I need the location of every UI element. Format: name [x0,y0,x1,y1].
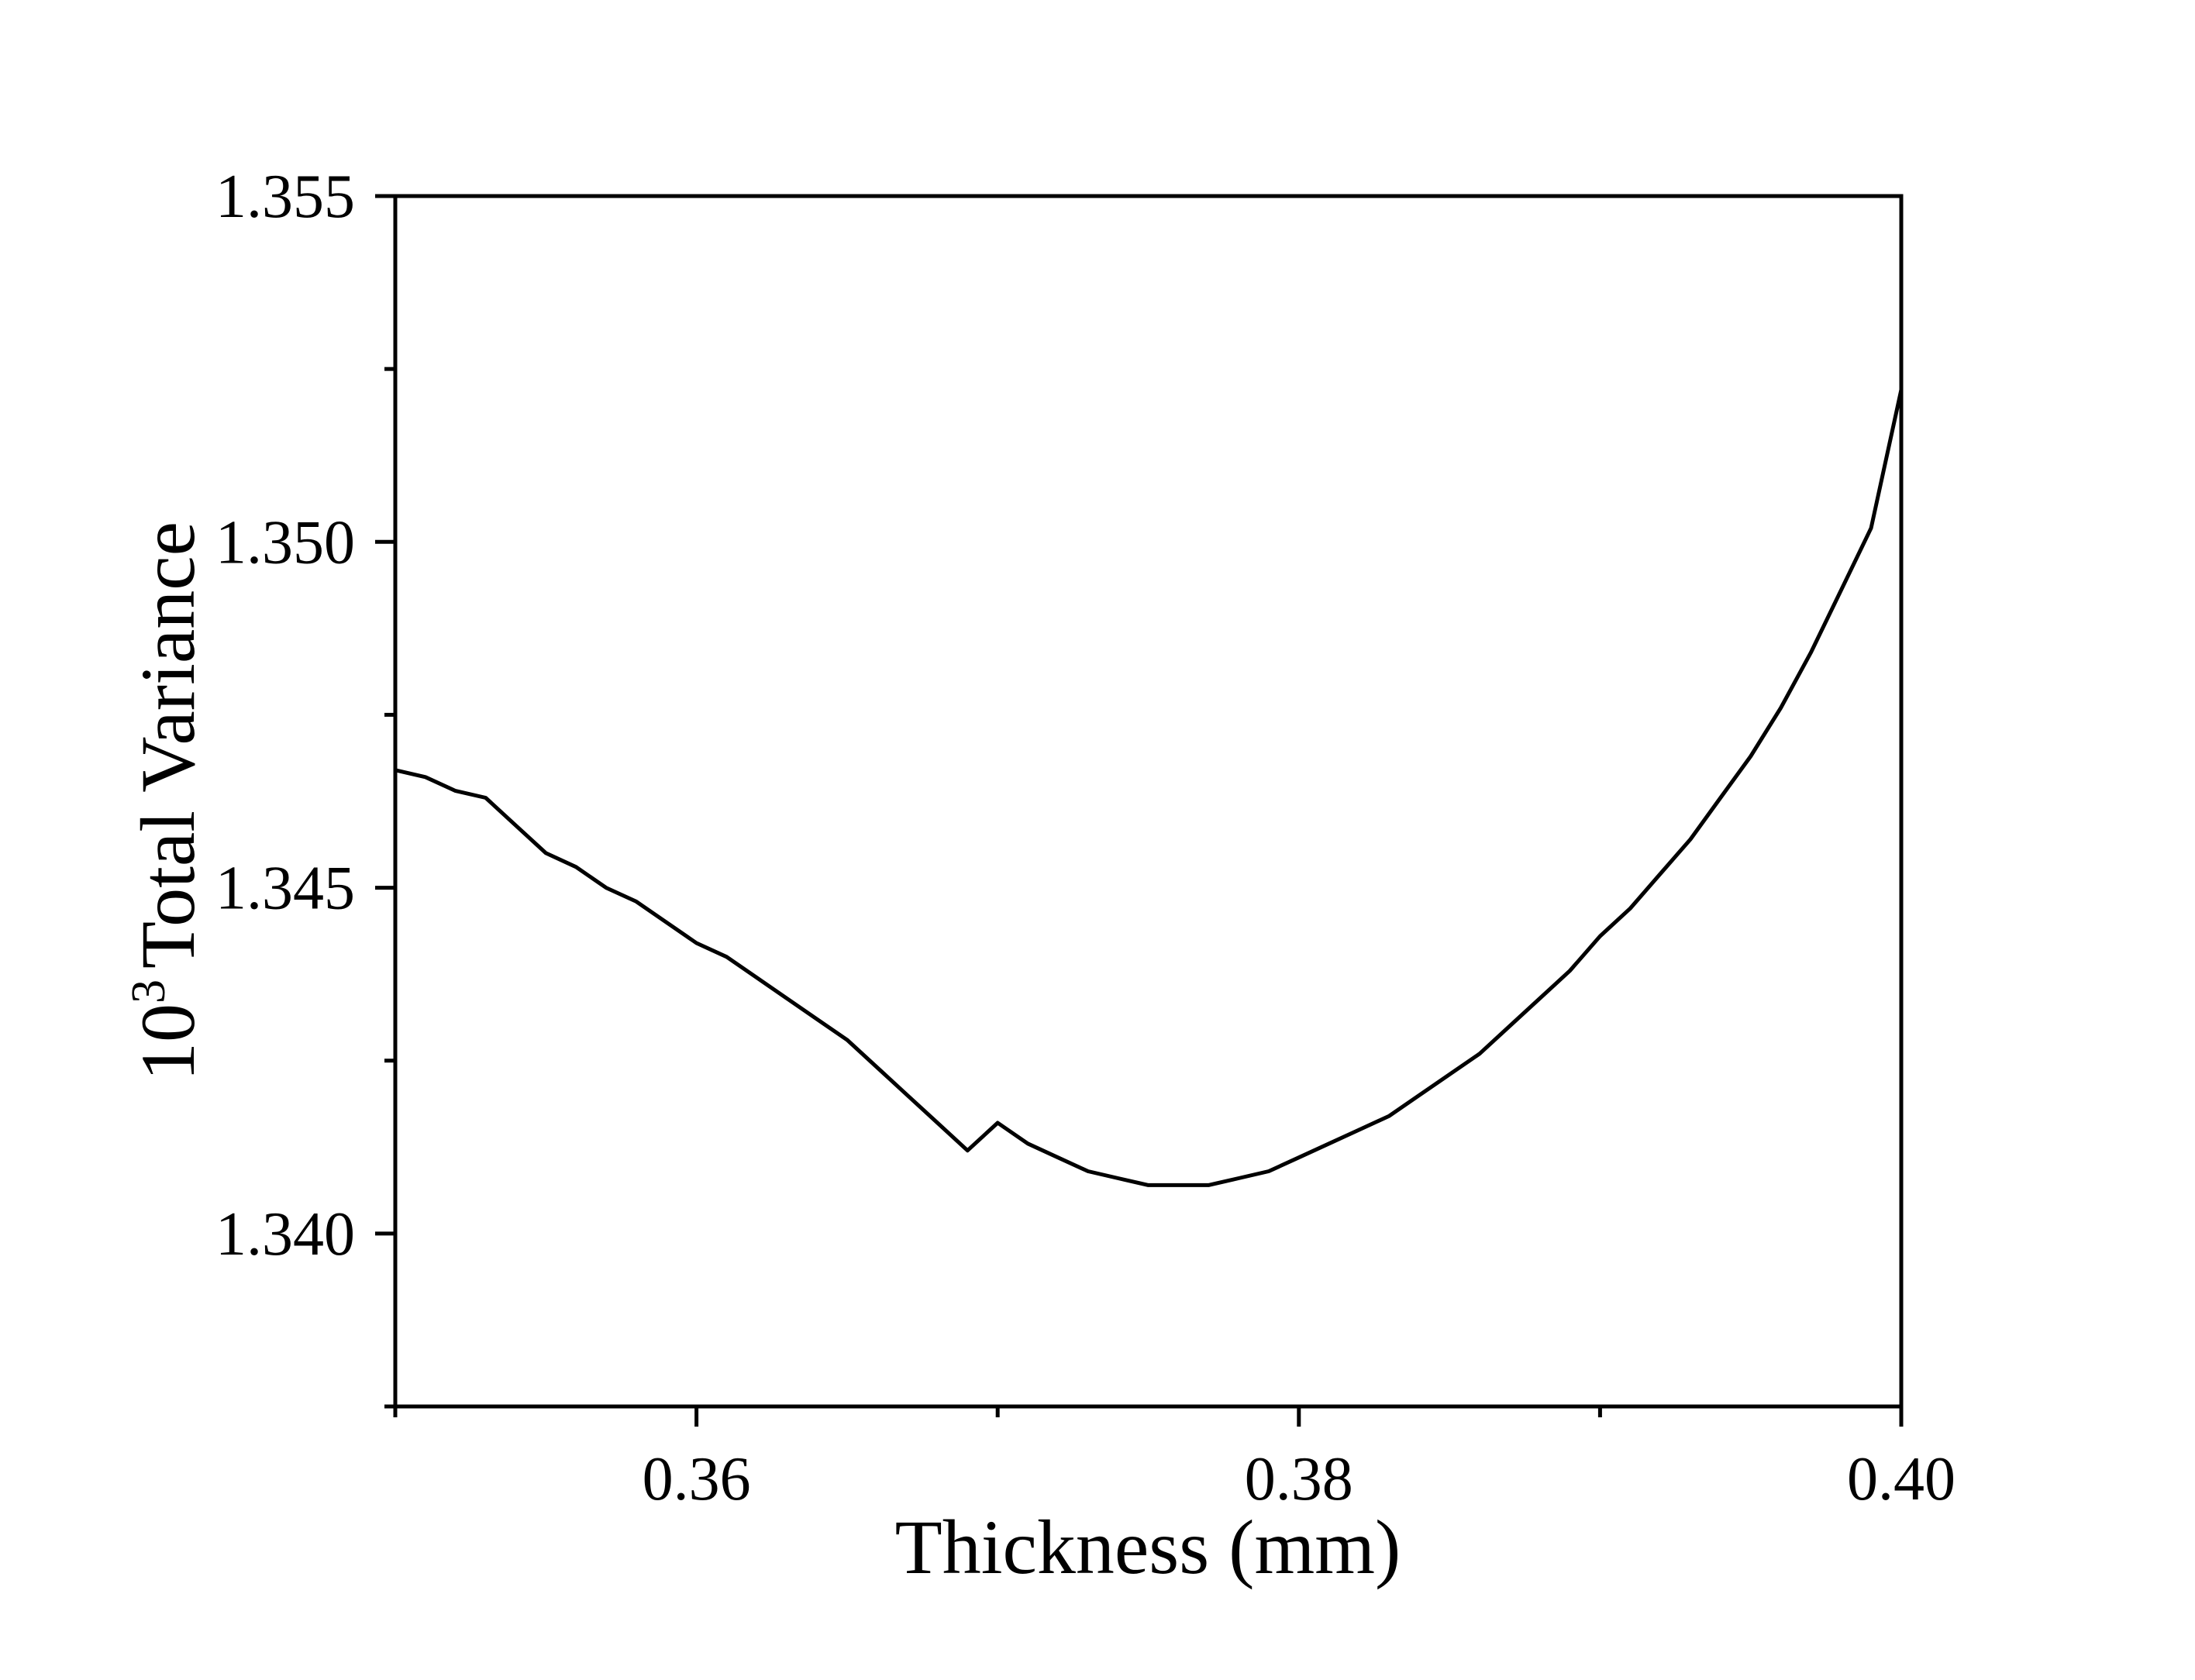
y-tick-label: 1.345 [215,855,355,923]
x-axis-title: Thickness (mm) [895,1504,1401,1590]
y-tick-label: 1.340 [215,1200,355,1269]
y-axis-title: 103 Total Variance [122,522,211,1081]
x-axis-ticks [393,1406,1904,1427]
y-tick-label: 1.355 [215,163,355,231]
x-tick-label: 0.38 [1245,1445,1353,1513]
plot-frame [393,194,1904,1409]
y-axis-title-prefix: 10 [125,1004,211,1081]
x-tick-label: 0.40 [1847,1445,1956,1513]
x-axis-tick-labels: 0.36 0.38 0.40 [643,1445,1956,1513]
y-axis-title-text: Total Variance [125,522,211,969]
y-tick-label: 1.350 [215,508,355,577]
x-tick-label: 0.36 [643,1445,751,1513]
series-line [393,387,1904,1187]
y-axis-ticks [375,194,395,1409]
y-axis-title-exponent: 3 [122,979,175,1004]
y-axis-tick-labels: 1.340 1.345 1.350 1.355 [215,163,355,1269]
